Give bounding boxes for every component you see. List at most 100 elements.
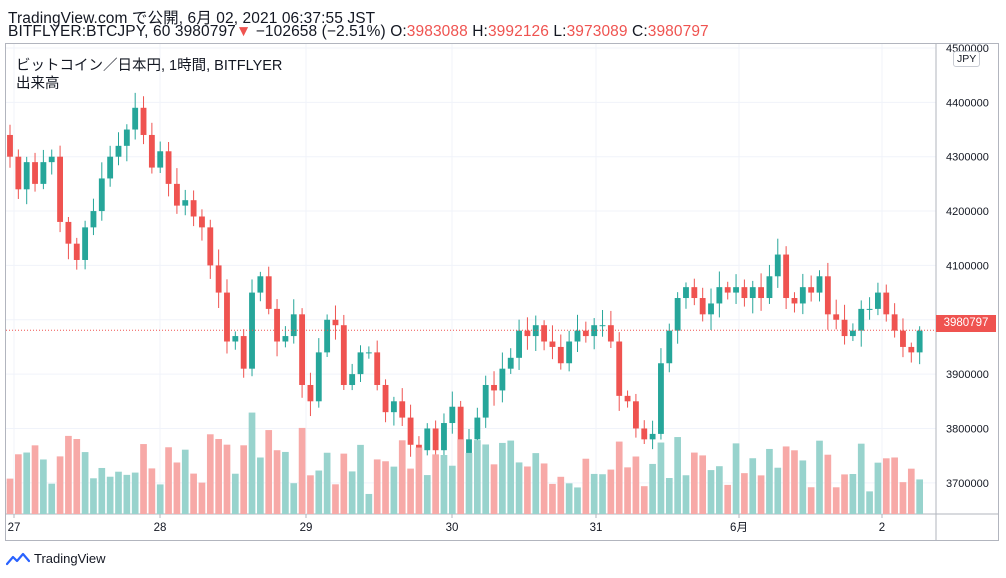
candle-down: [632, 401, 639, 429]
volume-bar: [515, 462, 523, 514]
volume-bar: [390, 466, 398, 514]
volume-bar: [365, 493, 373, 514]
volume-bar: [423, 475, 431, 514]
high-value: 3992126: [487, 23, 549, 40]
volume-bar: [73, 439, 81, 514]
volume-bar: [315, 470, 323, 514]
volume-bar: [307, 475, 314, 514]
volume-bar: [465, 452, 473, 514]
volume-bar: [357, 444, 364, 514]
volume-bar: [106, 476, 114, 514]
candle-up: [449, 406, 456, 424]
candle-up: [282, 336, 289, 342]
candle-up: [182, 200, 189, 206]
volume-bar: [690, 452, 698, 514]
volume-bar: [257, 457, 264, 514]
candle-up: [257, 276, 264, 293]
volume-bar: [841, 474, 848, 514]
candle-down: [724, 287, 731, 293]
volume-bar: [398, 440, 406, 514]
volume-bar: [766, 448, 773, 514]
candle-up: [774, 254, 781, 277]
candle-up: [466, 439, 472, 456]
candle-down: [165, 151, 172, 184]
candle-down: [299, 314, 306, 385]
price-tick-label: 4300000: [946, 152, 989, 164]
volume-bar: [348, 471, 356, 514]
candle-down: [900, 330, 906, 347]
candle-up: [441, 423, 447, 451]
candle-down: [307, 384, 314, 402]
candle-down: [173, 183, 180, 206]
candle-up: [424, 428, 431, 451]
symbol-label: BITFLYER:BTCJPY, 60: [8, 23, 171, 40]
candle-down: [758, 287, 765, 299]
currency-label[interactable]: JPY: [953, 51, 981, 67]
volume-bar: [916, 479, 923, 514]
candle-down: [224, 292, 230, 342]
candle-up: [574, 330, 581, 342]
volume-bar: [231, 473, 239, 514]
volume-bar: [223, 444, 231, 514]
candle-down: [15, 156, 22, 190]
candle-down: [624, 395, 631, 402]
volume-bar: [741, 473, 748, 514]
volume-bar: [156, 484, 164, 514]
candle-up: [123, 129, 130, 146]
price-change: −102658 (−2.51%): [255, 23, 386, 40]
date-tick-label: 28: [154, 522, 167, 534]
candle-down: [491, 384, 497, 391]
volume-bar: [382, 461, 389, 514]
volume-bar: [782, 446, 790, 514]
footer-brand[interactable]: TradingView: [6, 551, 106, 566]
candle-down: [416, 444, 422, 451]
volume-bar: [474, 440, 481, 514]
candle-up: [157, 151, 164, 168]
volume-bar: [682, 475, 690, 514]
volume-bar: [123, 474, 131, 514]
volume-bar: [624, 467, 631, 514]
series-legend[interactable]: ビットコイン／日本円, 1時間, BITFLYER: [16, 58, 283, 74]
candle-down: [908, 346, 915, 353]
candle-down: [557, 346, 564, 364]
candle-down: [691, 287, 698, 299]
publish-info: TradingView.com で公開, 6月 02, 2021 06:37:5…: [8, 10, 376, 27]
volume-bar: [140, 444, 147, 514]
candle-down: [73, 243, 80, 260]
volume-bar: [273, 450, 281, 514]
date-tick-label: 31: [590, 522, 603, 534]
price-tick-label: 4400000: [946, 97, 989, 109]
down-arrow-icon: ▼: [235, 23, 252, 40]
price-tick-label: 3900000: [946, 369, 989, 381]
candle-up: [708, 303, 714, 315]
volume-bar: [582, 458, 590, 514]
volume-bar: [415, 447, 423, 514]
candle-up: [349, 374, 356, 385]
volume-bar: [148, 468, 156, 514]
candle-down: [641, 428, 648, 440]
volume-bar: [874, 462, 882, 514]
volume-bar: [707, 470, 715, 514]
candle-down: [699, 298, 706, 315]
close-label: C:: [632, 23, 648, 40]
candle-up: [816, 276, 823, 293]
candle-down: [891, 314, 898, 331]
candle-up: [115, 145, 122, 157]
candle-down: [791, 298, 798, 304]
candle-up: [849, 330, 856, 337]
close-value: 3980797: [647, 23, 709, 40]
low-value: 3973089: [566, 23, 628, 40]
volume-bar: [482, 444, 490, 514]
volume-bar: [749, 458, 757, 514]
volume-bar: [323, 452, 331, 514]
price-tick-label: 3700000: [946, 478, 989, 490]
date-tick-label: 30: [446, 522, 459, 534]
candle-up: [482, 384, 489, 418]
candle-down: [199, 216, 205, 228]
volume-bar: [290, 483, 298, 514]
volume-legend[interactable]: 出来高: [16, 76, 60, 92]
volume-bar: [891, 457, 898, 514]
candle-up: [499, 368, 506, 391]
volume-bar: [799, 460, 807, 514]
